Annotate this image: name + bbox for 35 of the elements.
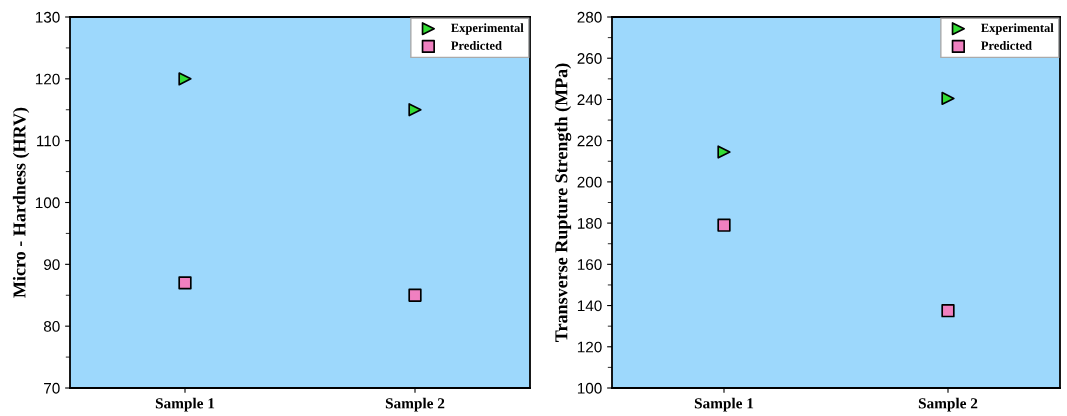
y-tick-label: 140 [577, 300, 602, 312]
y-tick-label: 110 [37, 135, 60, 147]
point [717, 218, 731, 232]
point [408, 288, 422, 302]
y-tick-label: 200 [577, 176, 602, 188]
y-tick-label: 240 [577, 94, 602, 106]
y-tick-label: 100 [35, 197, 60, 209]
y-tick-label: 80 [43, 321, 60, 332]
point [941, 91, 955, 106]
y-tick-label: 260 [577, 53, 602, 64]
y-axis-title: Transverse Rupture Strength (MPa) [554, 63, 572, 342]
x-tick-label: Sample 1 [155, 397, 215, 412]
point [717, 145, 731, 159]
legend-label: Predicted [451, 40, 502, 50]
legend-label: Experimental [981, 23, 1054, 35]
y-tick-label: 180 [577, 217, 602, 229]
y-tick-label: 130 [35, 11, 60, 23]
y-tick-label: 120 [577, 341, 602, 353]
point [178, 72, 192, 86]
point [178, 276, 192, 290]
x-tick-label: Sample 2 [385, 397, 445, 412]
y-axis-title: Micro - Hardness (HRV) [12, 107, 30, 298]
x-tick-label: Sample 1 [694, 397, 754, 412]
point [408, 103, 422, 117]
y-tick-label: 90 [44, 259, 60, 271]
y-tick-label: 70 [44, 382, 60, 394]
legend-label: Experimental [451, 23, 524, 35]
y-tick-label: 100 [577, 382, 602, 394]
y-tick-label: 160 [577, 259, 602, 271]
point [941, 304, 955, 318]
y-tick-label: 120 [35, 73, 60, 85]
x-tick-label: Sample 2 [918, 397, 978, 412]
y-tick-label: 280 [577, 11, 602, 23]
y-tick-label: 220 [577, 135, 602, 147]
legend-label: Predicted [981, 40, 1032, 50]
